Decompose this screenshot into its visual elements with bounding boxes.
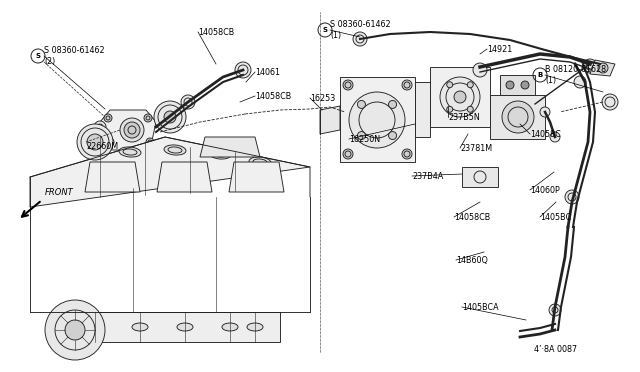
Circle shape [540,107,550,117]
Ellipse shape [209,149,231,159]
Polygon shape [490,95,545,139]
Polygon shape [200,137,260,157]
Circle shape [467,82,474,88]
Circle shape [235,62,251,78]
Text: FRONT: FRONT [45,188,74,197]
Circle shape [120,118,144,142]
Text: 14921: 14921 [487,45,512,54]
Polygon shape [415,82,430,137]
Text: 14058CB: 14058CB [454,212,490,221]
Text: 4’·8A 0087: 4’·8A 0087 [534,346,577,355]
Ellipse shape [247,323,263,331]
Circle shape [550,132,560,142]
Circle shape [94,121,106,133]
Ellipse shape [132,323,148,331]
Text: B 08120-61628
(1): B 08120-61628 (1) [545,65,606,85]
Text: 1405BC: 1405BC [540,212,571,221]
Text: S: S [323,27,328,33]
Polygon shape [55,312,280,342]
Circle shape [388,100,397,109]
Text: 14061: 14061 [255,67,280,77]
Text: S 08360-61462
(1): S 08360-61462 (1) [330,20,390,40]
Text: 237B5N: 237B5N [448,112,480,122]
Circle shape [144,114,152,122]
Circle shape [447,106,452,112]
Circle shape [106,138,114,146]
Polygon shape [157,162,212,192]
Circle shape [402,80,412,90]
Circle shape [502,101,534,133]
Circle shape [598,63,608,73]
Text: 14058CB: 14058CB [255,92,291,100]
Ellipse shape [164,145,186,155]
Polygon shape [85,162,140,192]
Circle shape [124,122,140,138]
Circle shape [521,81,529,89]
Polygon shape [320,106,340,134]
Circle shape [467,106,474,112]
Circle shape [602,94,618,110]
Ellipse shape [177,323,193,331]
Circle shape [77,124,113,160]
Text: S: S [35,53,40,59]
Circle shape [583,59,597,73]
Circle shape [353,32,367,46]
Ellipse shape [119,147,141,157]
Text: 16253: 16253 [310,93,335,103]
Circle shape [349,92,405,148]
Text: 1405BCA: 1405BCA [462,302,499,311]
Circle shape [358,132,365,140]
Text: 14058C: 14058C [530,129,561,138]
Text: 14058CB: 14058CB [198,28,234,36]
Circle shape [454,91,466,103]
Circle shape [402,149,412,159]
Polygon shape [430,67,490,127]
Polygon shape [500,75,535,95]
Circle shape [87,134,103,150]
Polygon shape [100,110,156,150]
Circle shape [358,100,365,109]
Text: 237B4A: 237B4A [412,171,444,180]
Ellipse shape [249,157,271,167]
Text: B: B [538,72,543,78]
Circle shape [343,149,353,159]
Circle shape [447,82,452,88]
Ellipse shape [87,323,103,331]
Circle shape [574,76,586,88]
Circle shape [65,320,85,340]
Circle shape [549,304,561,316]
Polygon shape [229,162,284,192]
Ellipse shape [222,323,238,331]
Circle shape [181,95,195,109]
Text: 14060P: 14060P [530,186,560,195]
Text: 22660M: 22660M [86,141,118,151]
Polygon shape [30,137,310,207]
Circle shape [388,132,397,140]
Circle shape [473,63,487,77]
Circle shape [146,138,154,146]
Circle shape [104,114,112,122]
Circle shape [565,190,579,204]
Text: 14B60Q: 14B60Q [456,256,488,264]
Circle shape [164,111,176,123]
Text: S 08360-61462
(2): S 08360-61462 (2) [44,46,104,66]
Circle shape [440,77,480,117]
Text: 23781M: 23781M [460,144,492,153]
Circle shape [45,300,105,360]
Circle shape [343,80,353,90]
Polygon shape [340,77,415,162]
Circle shape [154,101,186,133]
Polygon shape [590,60,615,76]
Polygon shape [462,167,498,187]
Text: 16250N: 16250N [349,135,380,144]
Circle shape [506,81,514,89]
